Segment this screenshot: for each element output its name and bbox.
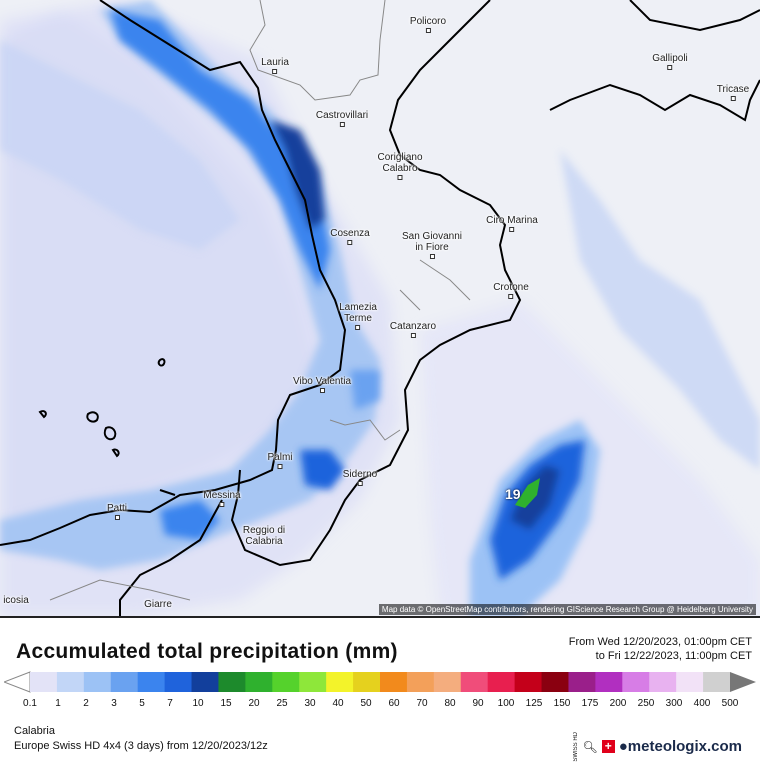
scale-tick-label: 25 [276, 698, 288, 709]
swiss-hd-mark: SWISS HD [572, 732, 579, 762]
scale-swatch [676, 672, 704, 692]
city-catanzaro: Catanzaro [390, 321, 436, 338]
city-nicosia: icosia [3, 595, 29, 606]
city-san-giovanni: San Giovanni in Fiore [402, 231, 462, 259]
scale-swatch [622, 672, 650, 692]
peak-value-label: 19 [505, 486, 521, 502]
color-scale-bar [4, 671, 756, 693]
model-name: Europe Swiss HD 4x4 (3 days) from 12/20/… [14, 740, 268, 752]
city-patti: Patti [107, 503, 127, 520]
scale-tick-label: 30 [304, 698, 316, 709]
scale-swatch [272, 672, 300, 692]
city-vibo-valentia: Vibo Valentia [293, 376, 351, 393]
city-corigliano: Corigliano Calabro [377, 152, 423, 180]
scale-swatch [83, 672, 112, 692]
scale-swatch [299, 672, 327, 692]
scale-tick-label: 20 [248, 698, 260, 709]
scale-swatch [433, 672, 462, 692]
scale-tick-label: 0.1 [23, 698, 37, 709]
model-info: Calabria Europe Swiss HD 4x4 (3 days) fr… [14, 724, 268, 754]
scale-tick-label: 100 [497, 698, 515, 709]
city-crotone: Crotone [493, 282, 529, 299]
scale-tick-label: 400 [693, 698, 711, 709]
scale-tick-label: 90 [472, 698, 484, 709]
scale-swatch [110, 672, 139, 692]
map-canvas [0, 0, 760, 616]
scale-swatch [406, 672, 435, 692]
scale-tick-label: 5 [139, 698, 145, 709]
admin-borders [49, 0, 471, 601]
scale-tick-label: 2 [83, 698, 89, 709]
scale-tick-label: 150 [553, 698, 571, 709]
city-reggio-calabria: Reggio di Calabria [242, 525, 286, 547]
magnifier-icon: 🔍︎ [582, 739, 598, 754]
scale-swatch [649, 672, 677, 692]
range-to: to Fri 12/22/2023, 11:00pm CET [595, 650, 752, 662]
city-giarre: Giarre [144, 599, 172, 610]
scale-swatch [595, 672, 623, 692]
city-lauria: Lauria [261, 57, 289, 74]
scale-swatch [487, 672, 516, 692]
meteologix-logo[interactable]: ●meteologix.com [618, 738, 742, 756]
scale-tick-label: 500 [721, 698, 739, 709]
city-tricase: Tricase [717, 84, 749, 101]
scale-min-arrow [4, 671, 31, 693]
scale-swatch [56, 672, 85, 692]
scale-tick-label: 3 [111, 698, 117, 709]
scale-swatch [164, 672, 193, 692]
city-siderno: Siderno [343, 469, 377, 486]
scale-tick-label: 7 [167, 698, 173, 709]
color-scale-ticks: 0.1 1 2 3 5 7 10 15 20 25 30 40 50 60 70 80 90 100 125 150 1… [0, 698, 760, 712]
scale-swatch [218, 672, 246, 692]
scale-tick-label: 40 [332, 698, 344, 709]
time-range: From Wed 12/20/2023, 01:00pm CET to Fri … [569, 635, 752, 663]
scale-tick-label: 1 [55, 698, 61, 709]
scale-swatch [353, 672, 381, 692]
scale-tick-label: 10 [192, 698, 204, 709]
scale-tick-label: 50 [360, 698, 372, 709]
scale-swatch [191, 672, 219, 692]
scale-swatch [703, 672, 731, 692]
legend-panel: Accumulated total precipitation (mm) Fro… [0, 616, 760, 762]
map-attribution: Map data © OpenStreetMap contributors, r… [378, 604, 756, 615]
scale-tick-label: 300 [665, 698, 683, 709]
scale-swatch [326, 672, 354, 692]
region-name: Calabria [14, 725, 55, 737]
city-palmi: Palmi [267, 452, 293, 469]
scale-tick-label: 250 [637, 698, 655, 709]
scale-swatch [137, 672, 166, 692]
city-lamezia: Lamezia Terme [339, 302, 377, 330]
swiss-flag-icon: + [601, 740, 615, 754]
scale-tick-label: 200 [609, 698, 627, 709]
scale-swatch [514, 672, 543, 692]
scale-tick-label: 125 [525, 698, 543, 709]
scale-tick-label: 60 [388, 698, 400, 709]
scale-tick-label: 175 [581, 698, 599, 709]
scale-tick-label: 80 [444, 698, 456, 709]
precip-heavy-layer [110, 10, 585, 580]
precipitation-map: Policoro Lauria Gallipoli Tricase Castro… [0, 0, 760, 616]
city-messina: Messina [203, 490, 241, 507]
scale-swatch [380, 672, 408, 692]
scale-max-arrow [730, 672, 756, 692]
city-policoro: Policoro [410, 16, 446, 33]
city-cosenza: Cosenza [330, 228, 370, 245]
brand: SWISS HD 🔍︎ + ●meteologix.com [573, 732, 749, 762]
scale-swatch [245, 672, 273, 692]
peak-green-area [515, 478, 540, 508]
coastline [0, 0, 760, 616]
city-gallipoli: Gallipoli [652, 53, 688, 70]
legend-title: Accumulated total precipitation (mm) [16, 640, 398, 663]
scale-tick-label: 70 [416, 698, 428, 709]
city-castrovillari: Castrovillari [316, 110, 368, 127]
scale-swatch [30, 672, 58, 692]
scale-tick-label: 15 [220, 698, 232, 709]
scale-swatch [460, 672, 489, 692]
scale-swatch [568, 672, 596, 692]
scale-swatch [541, 672, 569, 692]
range-from: From Wed 12/20/2023, 01:00pm CET [568, 636, 752, 648]
city-ciro-marina: Ciro Marina [486, 215, 538, 232]
